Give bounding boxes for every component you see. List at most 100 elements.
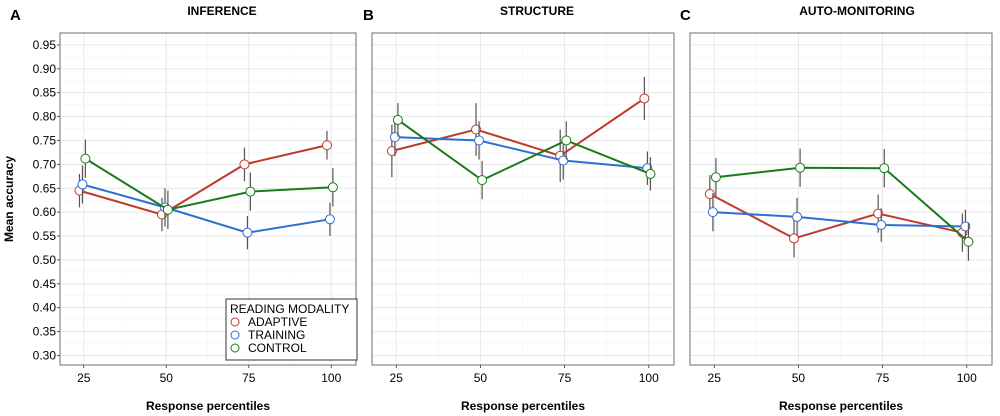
data-point (558, 155, 569, 166)
x-axis-title: Response percentiles (461, 399, 585, 413)
data-point (80, 153, 91, 164)
series-line (391, 97, 645, 157)
data-point (245, 186, 256, 197)
panel-letter: B (363, 7, 374, 24)
legend-label-adaptive: ADAPTIVE (248, 315, 307, 329)
y-tick-label: 0.65 (33, 181, 57, 195)
legend-marker-adaptive (230, 317, 240, 327)
y-tick-label: 0.60 (33, 205, 57, 219)
data-point (873, 208, 884, 219)
legend-title: READING MODALITY (230, 302, 349, 316)
x-tick-label: 50 (474, 371, 488, 385)
panel-title: AUTO-MONITORING (799, 4, 915, 18)
series-control (710, 148, 974, 261)
series-adaptive (386, 76, 650, 183)
y-tick-label: 0.35 (33, 325, 57, 339)
x-tick-label: 50 (160, 371, 174, 385)
series-line (84, 157, 333, 211)
data-point (561, 135, 572, 146)
data-point (876, 220, 887, 231)
y-tick-label: 0.95 (33, 38, 57, 52)
data-point (792, 211, 803, 222)
x-tick-label: 75 (558, 371, 572, 385)
y-tick-label: 0.70 (33, 157, 57, 171)
legend-marker-control (230, 343, 240, 353)
series-line (709, 193, 963, 240)
data-point (795, 162, 806, 173)
series-training (77, 165, 335, 250)
data-point (645, 168, 656, 179)
x-tick-label: 50 (792, 371, 806, 385)
y-tick-label: 0.90 (33, 62, 57, 76)
data-point (477, 175, 488, 186)
y-tick-label: 0.85 (33, 86, 57, 100)
series-line (82, 183, 331, 234)
data-point (789, 233, 800, 244)
data-point (239, 159, 250, 170)
panel-title: INFERENCE (187, 4, 256, 18)
legend-box (225, 298, 358, 361)
legend-label-control: CONTROL (248, 341, 307, 355)
x-tick-label: 100 (639, 371, 659, 385)
x-tick-label: 25 (708, 371, 722, 385)
series-line (712, 211, 966, 228)
data-point (960, 221, 971, 232)
panel-letter: A (10, 7, 21, 24)
series-control (392, 103, 656, 200)
data-point (321, 140, 332, 151)
series-line (715, 166, 970, 243)
data-point (389, 132, 400, 143)
panel-c: 25 50 75 100 C AUTO-MONITORING Response percen… (680, 4, 993, 413)
data-point (963, 236, 974, 247)
x-tick-label: 75 (876, 371, 890, 385)
series-adaptive (74, 130, 332, 232)
y-tick-label: 0.50 (33, 253, 57, 267)
y-tick-label: 0.75 (33, 133, 57, 147)
series-training (707, 193, 971, 244)
data-point (162, 204, 173, 215)
y-tick-label: 0.30 (33, 348, 57, 362)
panel-letter: C (680, 7, 691, 24)
series-training (389, 118, 653, 185)
data-point (77, 179, 88, 190)
data-point (707, 207, 718, 218)
panel-border (371, 32, 675, 366)
data-point (879, 163, 890, 174)
y-tick-label: 0.55 (33, 229, 57, 243)
x-axis-title: Response percentiles (779, 399, 903, 413)
y-tick-label: 0.45 (33, 277, 57, 291)
series-control (80, 139, 338, 229)
data-point (704, 188, 715, 199)
data-point (471, 124, 482, 135)
y-axis-title: Mean accuracy (2, 156, 16, 242)
data-point (474, 135, 485, 146)
x-tick-label: 75 (242, 371, 256, 385)
data-point (324, 214, 335, 225)
y-tick-label: 0.80 (33, 110, 57, 124)
x-tick-label: 25 (77, 371, 91, 385)
x-tick-label: 25 (390, 371, 404, 385)
plot-background (372, 33, 674, 365)
data-point (639, 93, 650, 104)
series-line (394, 136, 648, 170)
panel-a: 0.30 0.35 0.40 0.45 0.50 0.55 0.60 0.65 0.70 0.75… (10, 4, 357, 413)
y-tick-label: 0.40 (33, 301, 57, 315)
legend-label-training: TRAINING (248, 328, 305, 342)
legend-marker-training (230, 330, 240, 340)
data-point (242, 227, 253, 238)
data-point (392, 114, 403, 125)
data-point (327, 182, 338, 193)
series-line (397, 119, 651, 182)
x-tick-label: 100 (957, 371, 977, 385)
panel-border (59, 32, 357, 366)
panel-border (689, 32, 993, 366)
series-line (79, 144, 328, 216)
plot-background (690, 33, 992, 365)
data-point (710, 172, 721, 183)
data-point (386, 145, 397, 156)
panel-b: 25 50 75 100 B STRUCTURE Response percentiles (363, 4, 675, 413)
panel-title: STRUCTURE (500, 4, 574, 18)
x-tick-label: 100 (321, 371, 341, 385)
